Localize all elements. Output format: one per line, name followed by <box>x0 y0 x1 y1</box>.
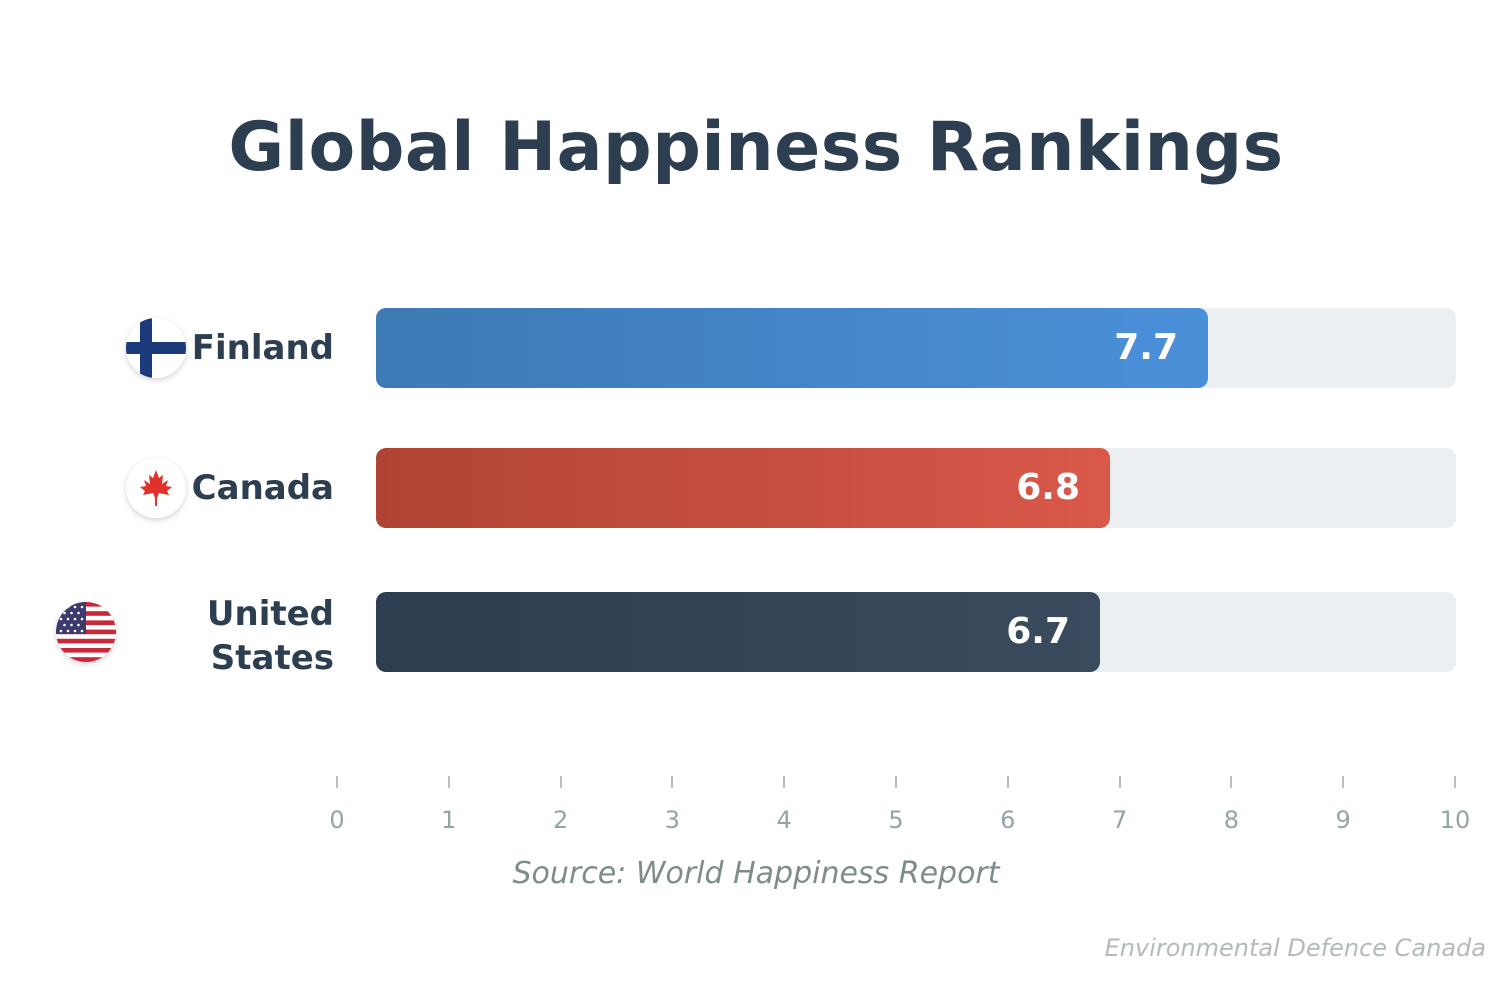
x-tick-mark <box>1230 776 1233 788</box>
x-tick-mark <box>559 776 562 788</box>
x-tick-mark <box>895 776 897 788</box>
x-tick-mark <box>1342 776 1345 788</box>
bar-canada: 6.8 <box>376 448 1110 528</box>
footer-credit: Environmental Defence Canada <box>1104 934 1486 962</box>
bar-track-united-states: 6.7 <box>376 592 1456 672</box>
value-label-finland: 7.7 <box>1114 327 1178 368</box>
x-tick-label: 4 <box>776 806 792 834</box>
x-tick-label: 8 <box>1223 806 1240 834</box>
category-label-finland: Finland <box>191 328 334 368</box>
x-tick-label: 3 <box>664 806 681 834</box>
bar-united-states: 6.7 <box>376 592 1100 672</box>
value-label-canada: 6.8 <box>1016 467 1080 508</box>
x-tick-mark <box>671 776 674 788</box>
finland-flag-icon <box>126 318 186 378</box>
category-label-united-states: United States <box>206 594 334 678</box>
bar-row-finland: Finland 7.7 <box>0 308 1512 388</box>
x-tick-label: 7 <box>1111 806 1128 834</box>
x-tick-label: 6 <box>1000 806 1016 834</box>
x-tick-label: 1 <box>441 806 457 834</box>
usa-flag-icon <box>56 602 116 662</box>
x-tick-mark <box>783 776 786 788</box>
category-label-canada: Canada <box>191 468 334 508</box>
x-tick-label: 10 <box>1439 806 1471 834</box>
x-tick-mark <box>1454 776 1456 788</box>
bar-track-canada: 6.8 <box>376 448 1456 528</box>
x-axis: 0 1 2 3 4 5 6 7 8 9 10 <box>0 770 1512 840</box>
chart-title: Global Happiness Rankings <box>228 108 1284 187</box>
x-tick-mark <box>336 776 338 788</box>
x-tick-label: 9 <box>1335 806 1351 834</box>
bar-row-canada: Canada 6.8 <box>0 448 1512 528</box>
bar-track-finland: 7.7 <box>376 308 1456 388</box>
x-tick-label: 0 <box>329 806 345 834</box>
bar-finland: 7.7 <box>376 308 1208 388</box>
bar-row-united-states: United States 6.7 <box>0 592 1512 678</box>
x-tick-mark <box>1006 776 1009 788</box>
x-tick-label: 5 <box>888 806 904 834</box>
source-note: Source: World Happiness Report <box>512 856 1000 891</box>
canada-flag-icon <box>126 458 186 518</box>
x-tick-mark <box>447 776 450 788</box>
x-tick-label: 2 <box>552 806 569 834</box>
value-label-united-states: 6.7 <box>1006 611 1070 652</box>
x-tick-mark <box>1118 776 1121 788</box>
